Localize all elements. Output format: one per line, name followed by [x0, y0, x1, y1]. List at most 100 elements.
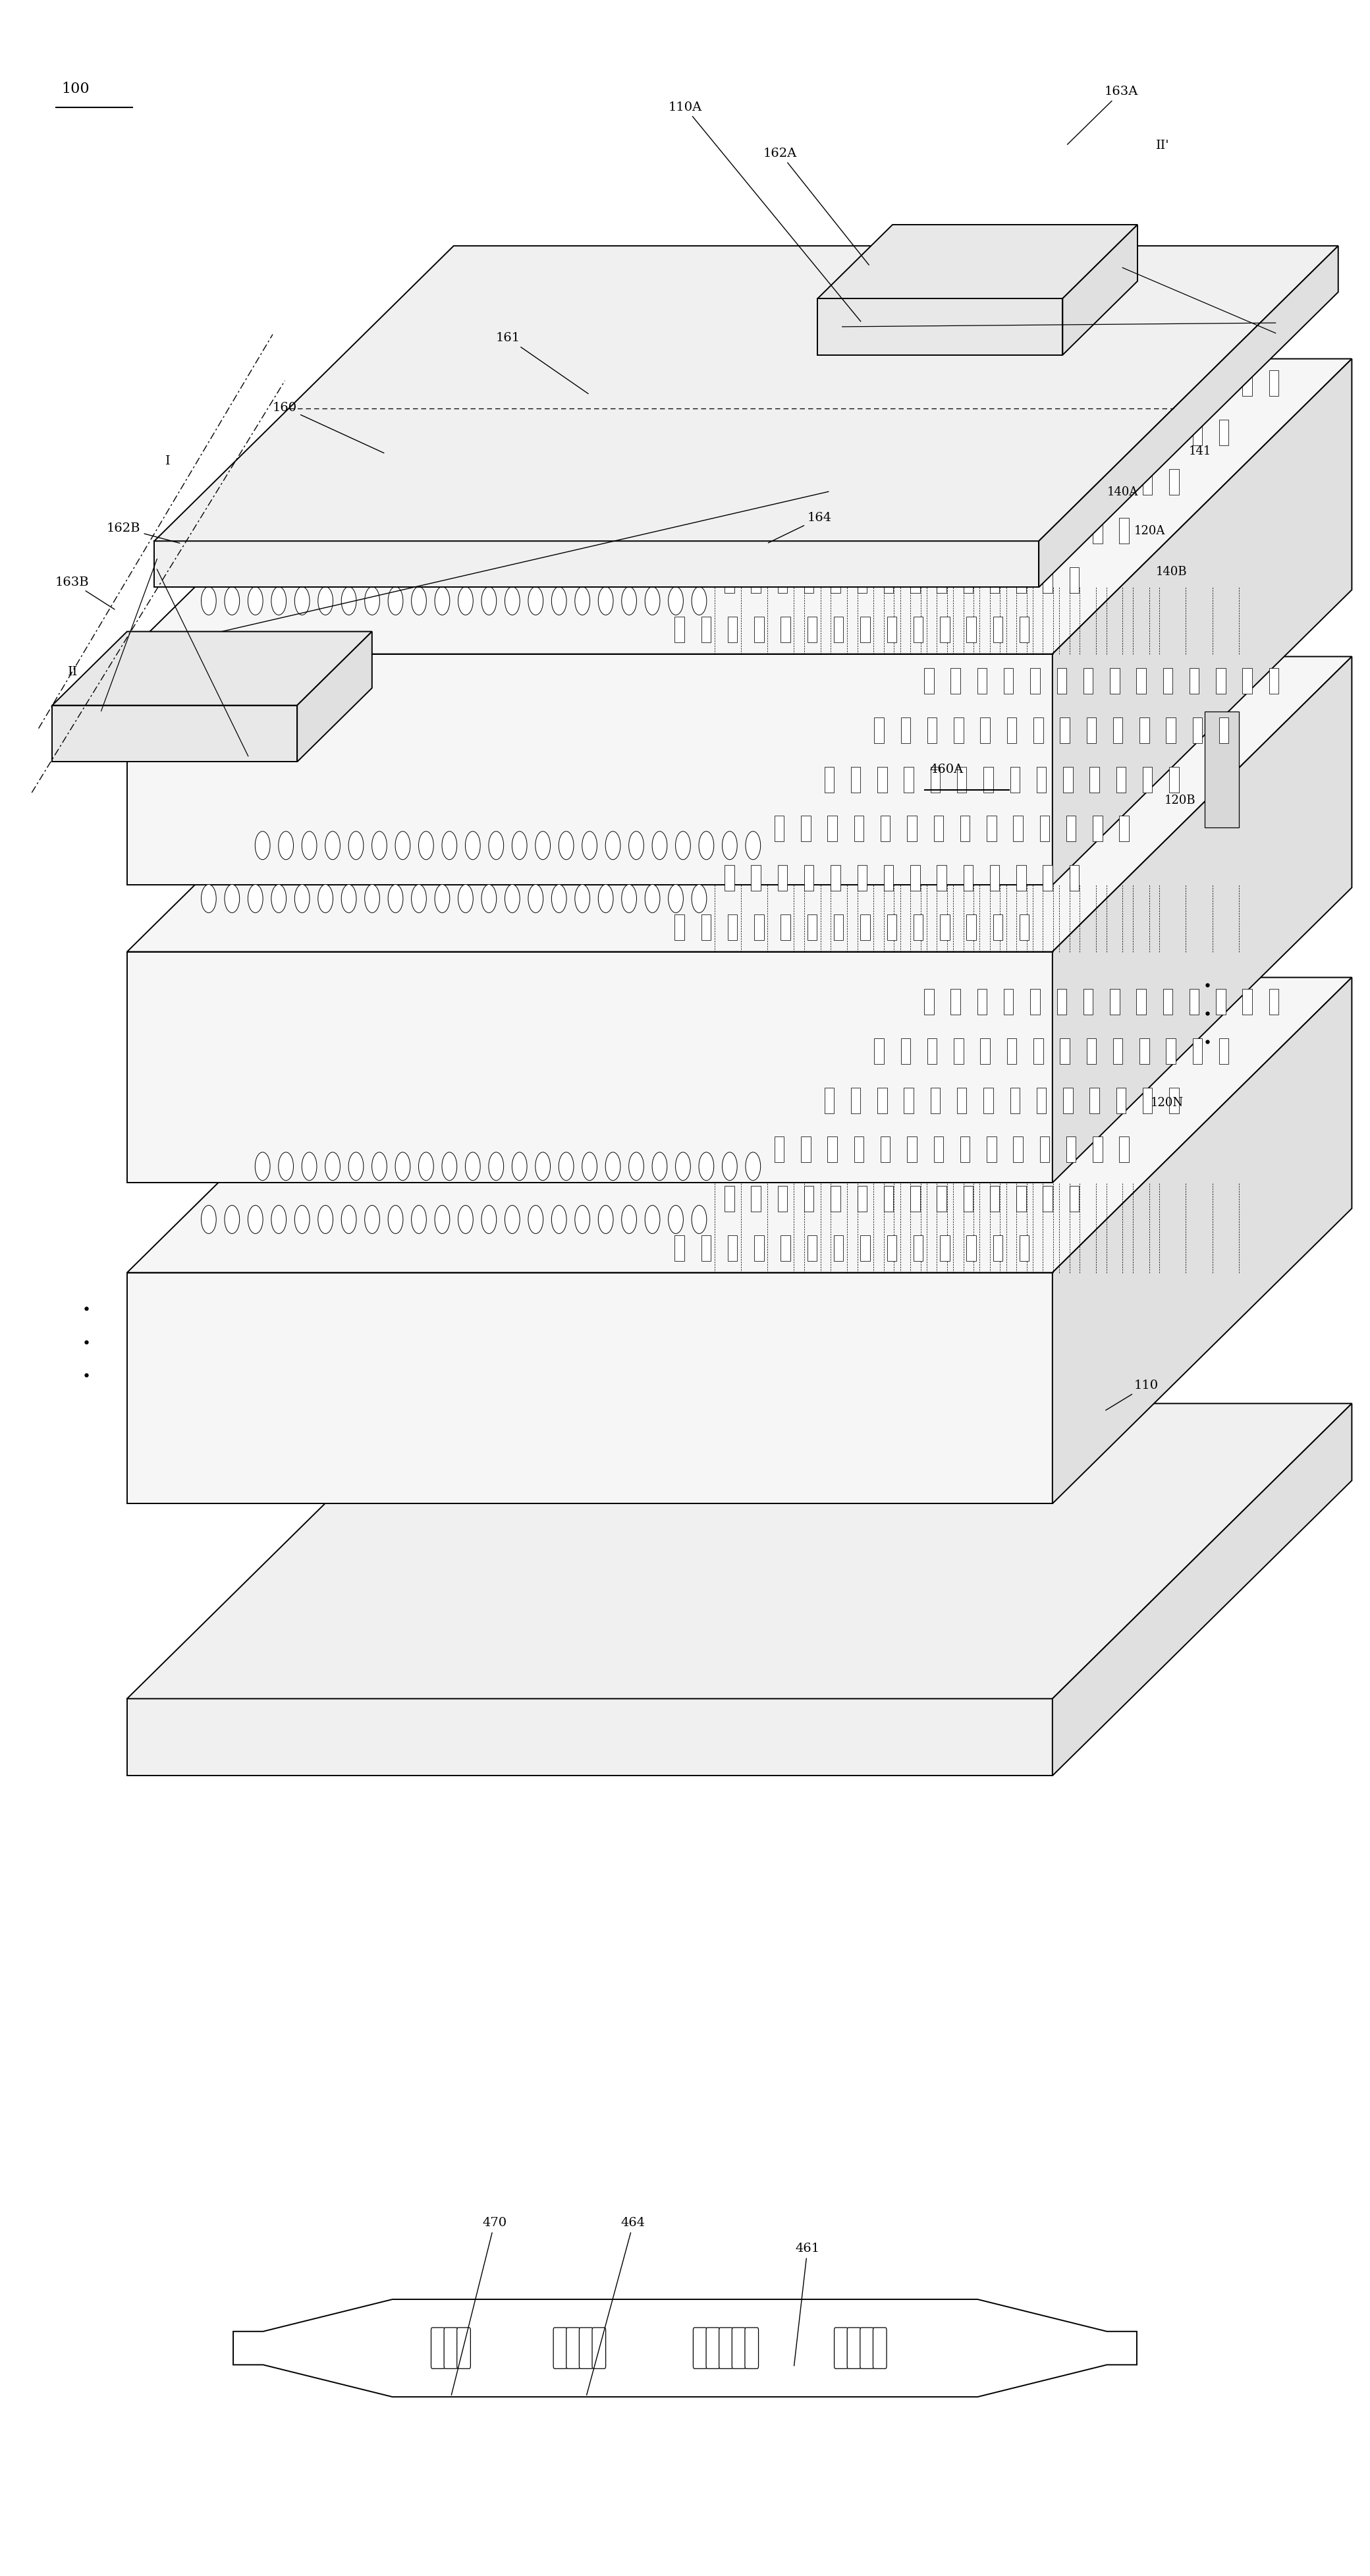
Bar — [804, 567, 814, 592]
Circle shape — [559, 832, 574, 860]
Bar — [807, 616, 817, 641]
Bar — [1070, 1185, 1080, 1211]
Bar — [930, 768, 940, 793]
Circle shape — [675, 1151, 690, 1180]
Circle shape — [271, 884, 286, 912]
Text: 120N: 120N — [1151, 1097, 1184, 1110]
Polygon shape — [1052, 1404, 1352, 1775]
Bar — [1010, 1087, 1019, 1113]
Bar — [1166, 719, 1175, 744]
Bar — [701, 616, 711, 641]
Text: 163B: 163B — [55, 577, 115, 611]
Circle shape — [201, 1206, 216, 1234]
Bar — [930, 1087, 940, 1113]
Bar — [1063, 469, 1073, 495]
Bar — [977, 371, 986, 397]
Bar — [991, 567, 999, 592]
Text: 163A: 163A — [1067, 85, 1138, 144]
Circle shape — [341, 587, 356, 616]
Bar — [881, 817, 890, 842]
Polygon shape — [127, 951, 1052, 1182]
Circle shape — [645, 884, 660, 912]
Circle shape — [745, 533, 760, 562]
Bar — [1217, 667, 1226, 693]
Bar — [1093, 1136, 1103, 1162]
Polygon shape — [297, 631, 373, 762]
Circle shape — [348, 533, 363, 562]
Bar — [1140, 719, 1149, 744]
Bar — [774, 817, 784, 842]
Bar — [1143, 1087, 1152, 1113]
Text: 110: 110 — [1106, 1381, 1159, 1409]
Polygon shape — [1063, 224, 1137, 355]
Bar — [778, 1185, 788, 1211]
Bar — [1017, 866, 1026, 891]
Circle shape — [458, 1206, 473, 1234]
Bar — [854, 817, 863, 842]
Bar — [937, 567, 947, 592]
FancyBboxPatch shape — [873, 2329, 886, 2370]
Bar — [778, 567, 788, 592]
Bar — [1204, 711, 1238, 827]
Circle shape — [536, 1151, 551, 1180]
Bar — [977, 667, 986, 693]
Bar — [1030, 371, 1040, 397]
Bar — [981, 420, 991, 446]
Circle shape — [301, 1151, 316, 1180]
Bar — [1033, 719, 1043, 744]
Bar — [781, 914, 790, 940]
Bar — [858, 866, 867, 891]
Bar — [886, 1234, 896, 1260]
Circle shape — [582, 1151, 597, 1180]
Text: 161: 161 — [496, 332, 588, 394]
Circle shape — [599, 587, 614, 616]
Bar — [860, 1234, 870, 1260]
Bar — [954, 420, 963, 446]
Bar — [1004, 371, 1014, 397]
Circle shape — [481, 884, 496, 912]
Polygon shape — [52, 631, 373, 706]
Bar — [1163, 371, 1173, 397]
Circle shape — [582, 533, 597, 562]
FancyBboxPatch shape — [458, 2329, 470, 2370]
Circle shape — [622, 587, 637, 616]
Bar — [984, 768, 993, 793]
Bar — [984, 1087, 993, 1113]
Bar — [1019, 914, 1029, 940]
Circle shape — [371, 533, 386, 562]
Circle shape — [699, 1151, 714, 1180]
Bar — [937, 866, 947, 891]
Circle shape — [318, 1206, 333, 1234]
Circle shape — [466, 1151, 481, 1180]
Bar — [901, 719, 910, 744]
Bar — [1169, 768, 1178, 793]
Text: 460A: 460A — [930, 762, 963, 775]
Circle shape — [559, 1151, 574, 1180]
Bar — [1056, 989, 1066, 1015]
Circle shape — [348, 832, 363, 860]
Bar — [1019, 616, 1029, 641]
Circle shape — [458, 884, 473, 912]
Bar — [804, 866, 814, 891]
Bar — [1007, 719, 1017, 744]
Bar — [904, 1087, 914, 1113]
Bar — [927, 719, 937, 744]
Bar — [1043, 567, 1052, 592]
Circle shape — [745, 1151, 760, 1180]
Circle shape — [529, 587, 543, 616]
Circle shape — [341, 884, 356, 912]
Bar — [886, 914, 896, 940]
Bar — [1004, 667, 1014, 693]
Circle shape — [295, 587, 310, 616]
Circle shape — [325, 533, 340, 562]
Bar — [1189, 371, 1199, 397]
Bar — [1033, 420, 1043, 446]
Bar — [904, 469, 914, 495]
Bar — [927, 1038, 937, 1064]
Circle shape — [301, 832, 316, 860]
Bar — [925, 667, 934, 693]
Bar — [751, 1185, 760, 1211]
Circle shape — [629, 1151, 644, 1180]
Circle shape — [388, 587, 403, 616]
Bar — [958, 768, 967, 793]
